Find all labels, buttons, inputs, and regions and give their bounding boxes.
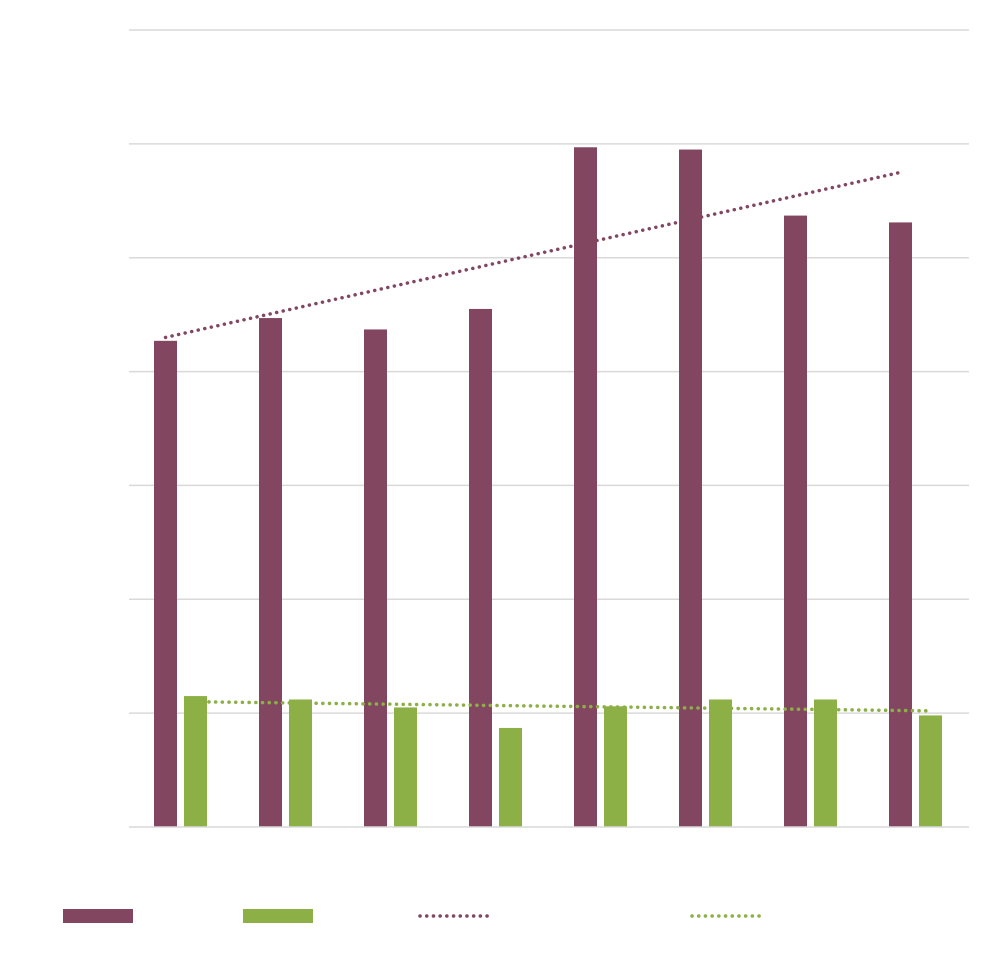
bar-series-2-cat-2	[289, 699, 312, 827]
bar-series-1-cat-4	[469, 308, 492, 827]
bar-series-1-cat-1	[154, 340, 177, 827]
bar-series-1-cat-7	[784, 215, 807, 827]
trendline-series-2	[193, 700, 933, 713]
bar-series-2-cat-1	[184, 696, 207, 827]
bar-series-1-cat-8	[889, 222, 912, 827]
bar-series-1-cat-2	[259, 318, 282, 827]
bars	[154, 147, 942, 828]
bar-series-2-cat-4	[499, 727, 522, 827]
bar-series-2-cat-7	[814, 699, 837, 827]
bar-series-2-cat-8	[919, 715, 942, 827]
bar-series-1-cat-6	[679, 149, 702, 828]
legend	[63, 909, 764, 923]
trendline-series-1	[163, 170, 903, 340]
bar-series-2-cat-3	[394, 707, 417, 827]
gridlines	[129, 29, 969, 714]
bar-series-2-cat-5	[604, 706, 627, 827]
legend-series-2-swatch	[243, 909, 313, 923]
bar-series-2-cat-6	[709, 699, 732, 827]
trendlines	[163, 170, 933, 713]
legend-series-1-swatch	[63, 909, 133, 923]
bar-series-1-cat-5	[574, 147, 597, 828]
bar-series-1-cat-3	[364, 329, 387, 827]
